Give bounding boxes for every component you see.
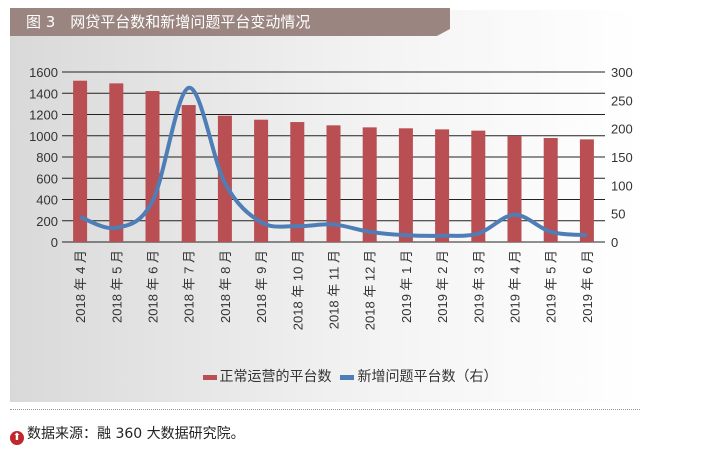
legend-swatch-line bbox=[340, 374, 355, 380]
x-tick-label: 2019 年 6 月 bbox=[580, 250, 595, 323]
bar bbox=[73, 80, 88, 243]
y-left-tick-label: 400 bbox=[36, 193, 58, 208]
legend: 正常运营的平台数 新增问题平台数（右） bbox=[0, 366, 700, 386]
bar bbox=[254, 119, 269, 242]
bar bbox=[398, 128, 413, 242]
bar bbox=[507, 135, 522, 242]
y-left-tick-label: 600 bbox=[36, 171, 58, 186]
legend-swatch-bar bbox=[202, 374, 217, 380]
y-left-tick-label: 1400 bbox=[29, 86, 58, 101]
x-tick-label: 2019 年 3 月 bbox=[471, 250, 486, 323]
y-left-tick-label: 1200 bbox=[29, 108, 58, 123]
bar bbox=[579, 139, 594, 242]
y-right-tick-label: 200 bbox=[611, 122, 633, 137]
y-left-tick-label: 1000 bbox=[29, 129, 58, 144]
x-tick-label: 2018 年 4 月 bbox=[73, 250, 88, 323]
legend-label-line: 新增问题平台数（右） bbox=[357, 369, 498, 385]
x-tick-label: 2018 年 12 月 bbox=[363, 250, 378, 330]
bar bbox=[471, 130, 486, 242]
source-note: ⬆ 数据来源：融 360 大数据研究院。 bbox=[10, 423, 245, 445]
y-left-tick-label: 200 bbox=[36, 214, 58, 229]
y-right-tick-label: 50 bbox=[611, 207, 625, 222]
divider bbox=[10, 409, 640, 410]
y-right-tick-label: 0 bbox=[611, 235, 618, 250]
x-tick-label: 2018 年 10 月 bbox=[290, 250, 305, 330]
source-text: 数据来源：融 360 大数据研究院。 bbox=[27, 426, 245, 442]
x-tick-label: 2019 年 5 月 bbox=[544, 250, 559, 323]
y-right-tick-label: 100 bbox=[611, 178, 633, 193]
bar bbox=[435, 129, 450, 242]
x-tick-label: 2018 年 6 月 bbox=[146, 250, 161, 323]
y-left-tick-label: 1600 bbox=[29, 65, 58, 80]
x-tick-label: 2018 年 11 月 bbox=[327, 250, 342, 329]
x-tick-label: 2019 年 4 月 bbox=[508, 250, 523, 323]
bar bbox=[290, 122, 305, 242]
x-tick-label: 2019 年 1 月 bbox=[399, 250, 414, 323]
y-right-tick-label: 150 bbox=[611, 150, 633, 165]
bar bbox=[145, 91, 160, 242]
legend-label-bar: 正常运营的平台数 bbox=[219, 369, 332, 385]
x-tick-label: 2018 年 5 月 bbox=[109, 250, 124, 323]
x-tick-label: 2019 年 2 月 bbox=[435, 250, 450, 323]
bar bbox=[181, 105, 196, 242]
arrow-up-icon: ⬆ bbox=[10, 431, 24, 445]
bar bbox=[543, 137, 558, 242]
x-tick-label: 2018 年 8 月 bbox=[218, 250, 233, 323]
x-tick-label: 2018 年 9 月 bbox=[254, 250, 269, 323]
bar bbox=[326, 125, 341, 242]
bar bbox=[362, 127, 377, 242]
y-right-tick-label: 250 bbox=[611, 93, 633, 108]
y-left-tick-label: 800 bbox=[36, 150, 58, 165]
y-left-tick-label: 0 bbox=[51, 235, 58, 250]
x-tick-label: 2018 年 7 月 bbox=[182, 250, 197, 323]
y-right-tick-label: 300 bbox=[611, 65, 633, 80]
chart: 0 200 400 600 800 1000 1200 1400 1600 0 50 100 150 20… bbox=[29, 65, 633, 330]
figure-title: 图 3 网贷平台数和新增问题平台变动情况 bbox=[10, 8, 450, 36]
bar bbox=[109, 83, 124, 243]
line-series bbox=[79, 85, 588, 238]
